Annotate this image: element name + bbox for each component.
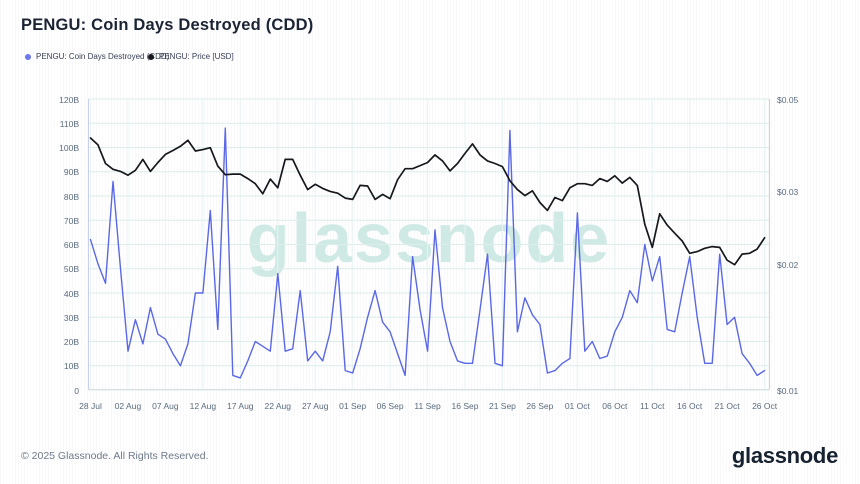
y-left-tick-label: 40B: [63, 288, 79, 299]
plot-area[interactable]: [88, 98, 770, 391]
y-left-tick-label: 110B: [59, 118, 79, 129]
x-tick-label: 11 Oct: [640, 401, 665, 411]
y-left-tick-label: 30B: [63, 312, 79, 323]
y-left-tick-label: 10B: [63, 361, 79, 372]
y-left-tick-label: 70B: [63, 215, 79, 226]
x-tick-label: 12 Aug: [189, 401, 217, 411]
x-tick-label: 28 Jul: [79, 401, 102, 411]
y-left-tick-label: 60B: [63, 240, 79, 250]
x-tick-label: 27 Aug: [301, 401, 329, 411]
legend-dot-cdd-icon: [25, 53, 31, 60]
legend-dot-price-icon: [148, 53, 154, 60]
legend-item-price[interactable]: PENGU: Price [USD]: [148, 52, 234, 61]
y-left-tick-label: 50B: [63, 264, 79, 275]
x-tick-label: 02 Aug: [114, 401, 142, 411]
y-right-tick-label: $0.02: [777, 260, 799, 271]
plot-svg: [88, 98, 770, 391]
y-right-tick-label: $0.05: [777, 94, 799, 105]
series-line-cdd: [89, 127, 766, 379]
y-left-tick-label: 80B: [63, 191, 79, 202]
legend-label-cdd: PENGU: Coin Days Destroyed (CDD): [36, 52, 170, 61]
footer-copyright: © 2025 Glassnode. All Rights Reserved.: [21, 450, 209, 462]
y-left-tick-label: 20B: [63, 337, 79, 347]
series-line-price: [89, 137, 766, 266]
y-right-tick-label: $0.03: [777, 186, 799, 197]
page-title: PENGU: Coin Days Destroyed (CDD): [21, 16, 314, 34]
x-tick-label: 01 Sep: [339, 401, 367, 411]
x-tick-label: 11 Sep: [414, 401, 441, 411]
y-left-tick-label: 100B: [59, 143, 79, 153]
x-tick-label: 17 Aug: [227, 401, 254, 411]
x-tick-label: 21 Sep: [488, 401, 516, 411]
x-tick-label: 21 Oct: [714, 401, 740, 411]
glassnode-logo: glassnode: [731, 443, 838, 468]
x-tick-label: 06 Oct: [602, 401, 628, 411]
x-tick-label: 22 Aug: [264, 401, 291, 411]
y-left-tick-label: 120B: [59, 94, 79, 105]
x-tick-label: 26 Sep: [526, 401, 554, 411]
x-tick-label: 26 Oct: [752, 401, 778, 411]
x-tick-label: 16 Oct: [677, 401, 703, 411]
y-left-tick-label: 0: [74, 385, 79, 396]
x-tick-label: 16 Sep: [451, 401, 479, 411]
y-left-tick-label: 90B: [63, 167, 79, 178]
y-right-tick-label: $0.01: [777, 385, 799, 396]
x-tick-label: 07 Aug: [152, 401, 179, 411]
legend-item-cdd[interactable]: PENGU: Coin Days Destroyed (CDD): [25, 52, 169, 61]
x-tick-label: 06 Sep: [376, 401, 404, 411]
legend-label-price: PENGU: Price [USD]: [159, 52, 234, 61]
x-tick-label: 01 Oct: [564, 401, 590, 411]
